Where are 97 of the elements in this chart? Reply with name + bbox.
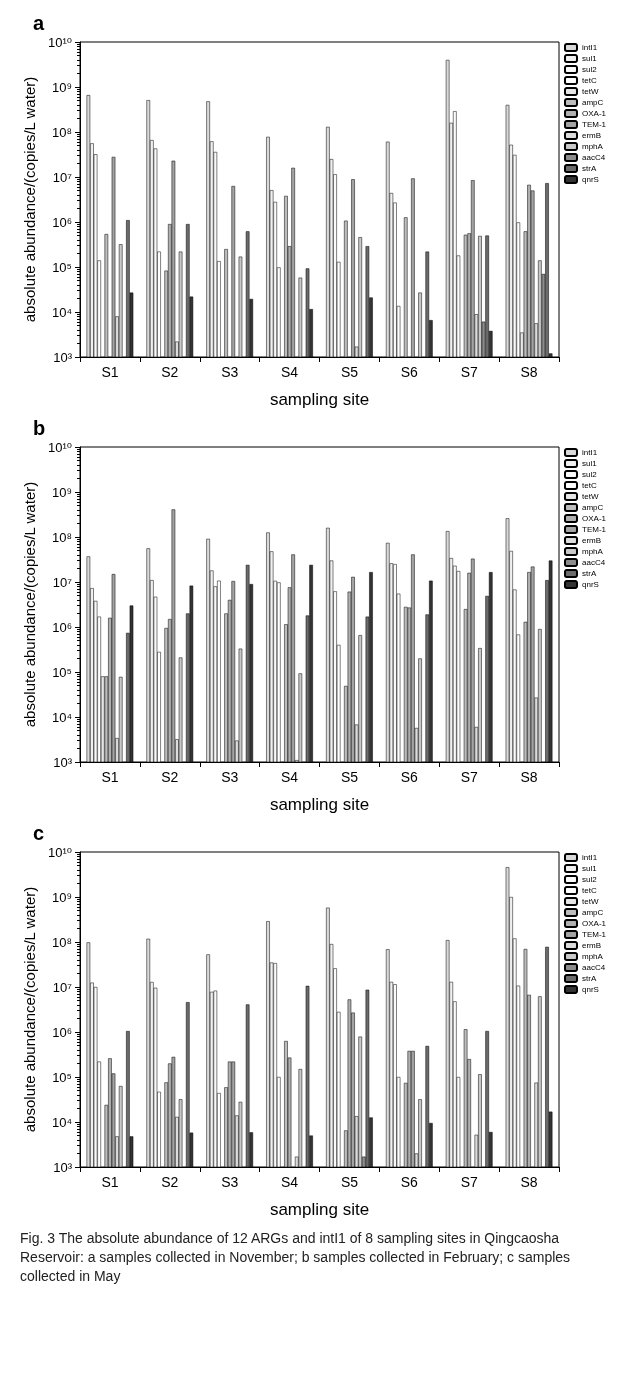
legend-label: tetC [581,481,597,490]
legend-label: strA [581,974,597,983]
x-tick-label: S8 [520,1174,538,1190]
y-tick-label: 10⁸ [52,934,72,950]
legend-label: ermB [581,131,602,140]
x-tick-label: S8 [520,364,538,380]
x-tick-label: S4 [281,1174,299,1190]
y-tick-label: 10³ [53,754,73,770]
x-tick-label: S6 [400,364,419,380]
legend-label: ermB [581,941,602,950]
legend-label: sul1 [581,459,598,468]
x-tick-label: S6 [400,1174,419,1190]
legend-label: strA [581,569,597,578]
x-tick-label: S5 [340,364,359,380]
x-tick-label: S3 [221,769,239,785]
x-tick-label: S4 [281,364,299,380]
y-tick-label: 10⁶ [52,1024,72,1040]
y-tick-label: 10³ [53,349,73,365]
x-tick-label: S6 [400,769,419,785]
y-tick-label: 10¹⁰ [47,439,72,455]
legend-label: sul2 [581,470,598,479]
x-tick-label: S5 [340,769,359,785]
legend-label: tetW [581,87,599,96]
y-tick-label: 10⁴ [51,304,72,320]
chart-title: b [33,417,46,439]
x-tick-label: S4 [281,769,299,785]
legend-label: ampC [581,908,604,917]
y-tick-label: 10⁹ [51,484,72,500]
legend-label: tetC [581,886,597,895]
legend-label: aacC4 [581,558,606,567]
legend-label: ermB [581,536,602,545]
legend-label: sul1 [581,864,598,873]
x-tick-label: S1 [101,769,119,785]
y-tick-label: 10⁷ [52,169,73,185]
x-axis-title: sampling site [269,1200,370,1219]
legend-label: OXA-1 [581,109,607,118]
y-tick-label: 10⁵ [52,259,72,275]
x-tick-label: S7 [460,1174,478,1190]
y-tick-label: 10⁶ [52,619,72,635]
x-axis-title: sampling site [269,795,370,814]
x-tick-label: S3 [221,1174,239,1190]
y-tick-label: 10³ [53,1159,73,1175]
caption: Fig. 3 The absolute abundance of 12 ARGs and intI1 of 8 sampling sites in Qingcaosha Reservoir: a samples collected in November; b samples collected in February; c samples collected in May [19,1229,572,1286]
legend-label: TEM-1 [581,120,607,129]
legend-label: ampC [581,503,604,512]
x-tick-label: S7 [460,769,478,785]
legend-label: ampC [581,98,604,107]
y-tick-label: 10⁹ [51,889,72,905]
y-tick-label: 10¹⁰ [47,844,72,860]
y-tick-label: 10⁷ [52,574,73,590]
y-tick-label: 10⁸ [52,124,72,140]
legend-label: sul2 [581,65,598,74]
y-axis-title: absolute abundance/(copies/L water) [21,76,39,323]
x-tick-label: S7 [460,364,478,380]
legend-label: OXA-1 [581,919,607,928]
legend-label: strA [581,164,597,173]
y-tick-label: 10⁵ [52,1069,72,1085]
y-tick-label: 10⁶ [52,214,72,230]
legend-label: sul2 [581,875,598,884]
x-tick-label: S3 [221,364,239,380]
x-tick-label: S5 [340,1174,359,1190]
y-tick-label: 10⁵ [52,664,72,680]
y-axis-title: absolute abundance/(copies/L water) [21,481,39,728]
x-tick-label: S1 [101,364,119,380]
legend-label: aacC4 [581,153,606,162]
legend-label: OXA-1 [581,514,607,523]
y-tick-label: 10⁴ [51,709,72,725]
legend-label: qnrS [581,985,599,994]
legend-label: mphA [581,952,604,961]
legend-label: intI1 [581,43,598,52]
x-tick-label: S1 [101,1174,119,1190]
legend-label: sul1 [581,54,598,63]
y-tick-label: 10¹⁰ [47,34,72,50]
y-tick-label: 10⁸ [52,529,72,545]
chart-title: c [33,822,45,844]
x-tick-label: S2 [161,769,179,785]
legend-label: tetW [581,897,599,906]
y-tick-label: 10⁷ [52,979,73,995]
legend-label: tetC [581,76,597,85]
x-tick-label: S2 [161,364,179,380]
legend-label: mphA [581,142,604,151]
legend-label: TEM-1 [581,930,607,939]
y-tick-label: 10⁴ [51,1114,72,1130]
y-tick-label: 10⁹ [51,79,72,95]
legend-label: intI1 [581,448,598,457]
legend-label: qnrS [581,580,599,589]
y-axis-title: absolute abundance/(copies/L water) [21,886,39,1133]
legend-label: mphA [581,547,604,556]
legend-label: aacC4 [581,963,606,972]
legend-label: TEM-1 [581,525,607,534]
chart-title: a [33,12,45,34]
x-axis-title: sampling site [269,390,370,409]
x-tick-label: S8 [520,769,538,785]
x-tick-label: S2 [161,1174,179,1190]
legend-label: intI1 [581,853,598,862]
legend-label: qnrS [581,175,599,184]
legend-label: tetW [581,492,599,501]
